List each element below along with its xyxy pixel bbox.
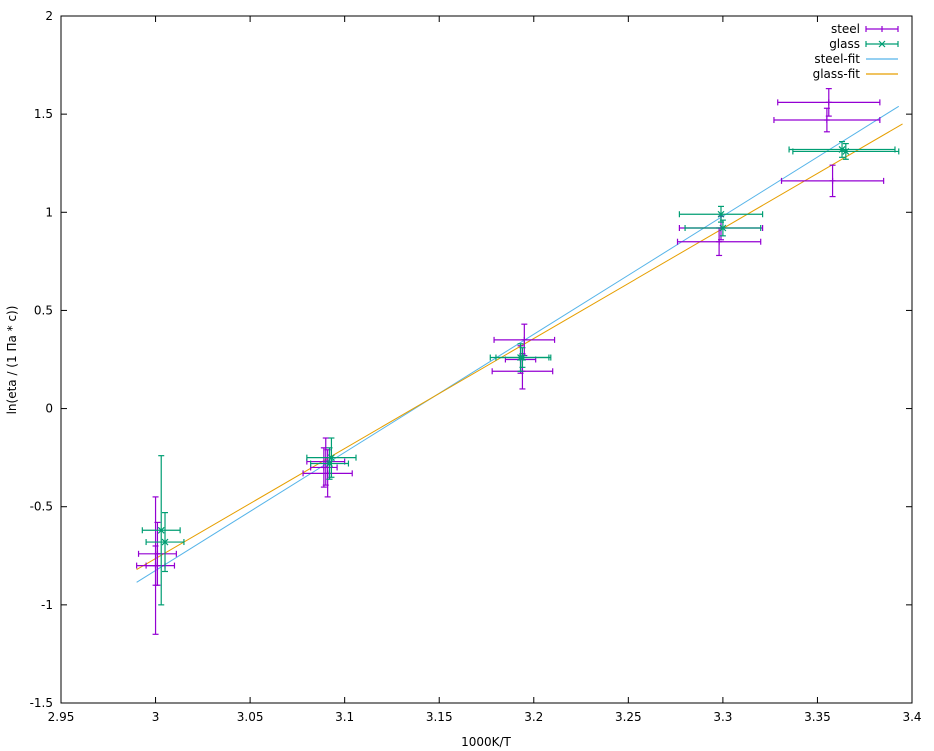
glass-point (678, 205, 764, 223)
steel-point (780, 164, 885, 198)
glass-marker (519, 354, 526, 361)
x-tick-label: 3.05 (237, 710, 264, 724)
legend-swatch-glass (865, 40, 899, 48)
error-bars (136, 88, 900, 635)
glass-marker (842, 148, 850, 155)
legend-label-glass-fit: glass-fit (813, 67, 861, 81)
x-tick-label: 3.25 (615, 710, 642, 724)
steel-point (310, 447, 338, 488)
glass-fit-line (136, 123, 903, 570)
glass-point (310, 447, 350, 480)
x-tick-label: 3.15 (426, 710, 453, 724)
y-tick-label: 2 (45, 9, 53, 23)
x-tick-label: 3.1 (335, 710, 354, 724)
x-tick-label: 3.2 (524, 710, 543, 724)
steel-point (676, 227, 762, 257)
legend-swatch-steel (865, 26, 899, 32)
y-tick-label: 0.5 (34, 303, 53, 317)
y-tick-label: 1 (45, 205, 53, 219)
legend-label-steel-fit: steel-fit (814, 52, 860, 66)
glass-marker (157, 526, 165, 534)
x-tick-label: 3.4 (902, 710, 921, 724)
x-tick-label: 3.35 (804, 710, 831, 724)
y-tick-label: 0 (45, 402, 53, 416)
legend-label-steel: steel (831, 22, 860, 36)
glass-point (495, 347, 550, 368)
axis-ticks: 2.95 3 3.05 3.1 3.15 3.2 3.25 3.3 3.35 3.4 -1.5 -1 -… (30, 9, 922, 724)
x-tick-label: 3.3 (713, 710, 732, 724)
legend-label-glass: glass (829, 37, 860, 51)
glass-marker (161, 538, 169, 546)
glass-marker (326, 460, 333, 467)
legend-swatch-marker (878, 40, 886, 48)
glass-point (141, 455, 181, 606)
steel-point (773, 107, 881, 133)
x-axis-title: 1000K/T (461, 735, 511, 749)
plot-frame (60, 15, 913, 704)
glass-point (792, 142, 900, 160)
glass-marker (719, 224, 727, 232)
y-tick-label: -1.5 (30, 696, 53, 710)
y-tick-label: 1.5 (34, 107, 53, 121)
y-tick-label: -1 (41, 598, 53, 612)
glass-point (684, 219, 762, 237)
y-axis-title: ln(eta / (1 Па * с)) (5, 306, 19, 415)
x-tick-label: 3 (152, 710, 160, 724)
steel-point (777, 88, 881, 117)
glass-marker (717, 210, 725, 218)
y-tick-label: -0.5 (30, 500, 53, 514)
x-tick-label: 2.95 (48, 710, 75, 724)
glass-point (145, 512, 185, 573)
